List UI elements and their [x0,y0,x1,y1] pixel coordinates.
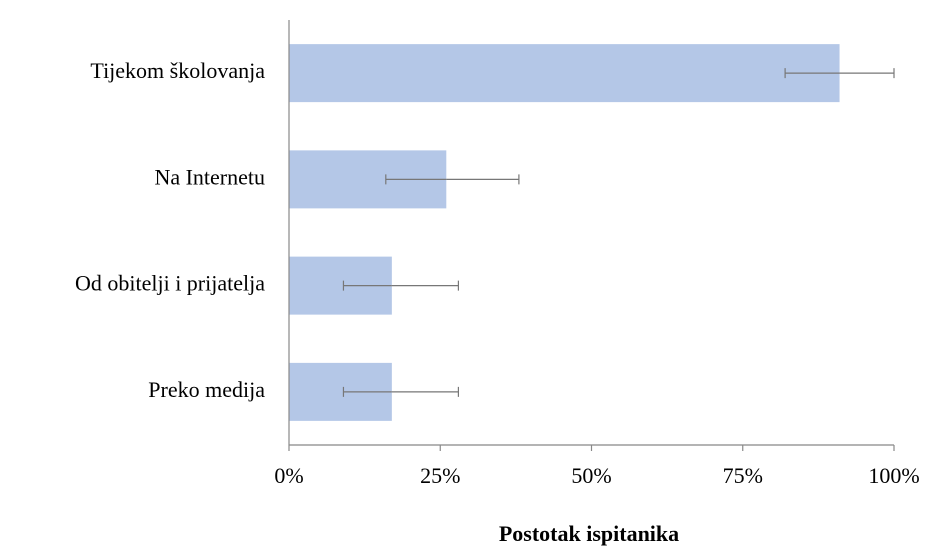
x-tick-label: 50% [571,463,611,488]
y-tick-label: Na Internetu [154,164,265,189]
y-tick-label: Preko medija [148,377,265,402]
y-tick-label: Tijekom školovanja [90,58,265,83]
bar [289,44,840,103]
y-tick-label: Od obitelji i prijatelja [75,271,265,296]
x-tick-label: 0% [274,463,303,488]
x-tick-label: 25% [420,463,460,488]
x-axis-title: Postotak ispitanika [499,521,679,546]
x-tick-label: 75% [723,463,763,488]
x-tick-label: 100% [868,463,919,488]
